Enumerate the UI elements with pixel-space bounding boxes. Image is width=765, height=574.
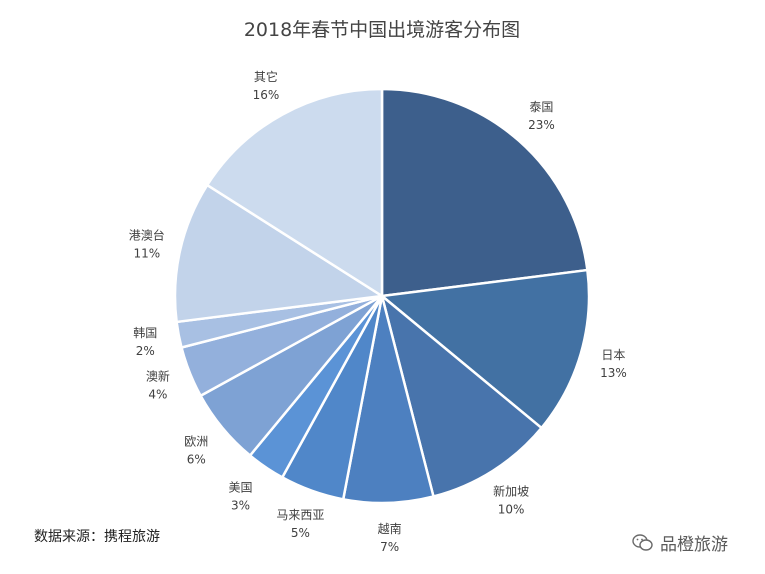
slice-category-label: 马来西亚: [276, 508, 324, 522]
watermark-text: 品橙旅游: [660, 535, 728, 555]
pie-slices: [173, 87, 591, 505]
slice-category-label: 韩国: [133, 325, 157, 340]
slice-value-label: 2%: [136, 344, 155, 358]
pie-slice: [173, 183, 384, 324]
pie-slice: [380, 87, 589, 298]
watermark: 品橙旅游: [632, 530, 728, 555]
slice-value-label: 6%: [187, 453, 206, 467]
slice-value-label: 3%: [231, 498, 250, 512]
slice-labels: 泰国 23% 日本 13% 新加坡 10% 越南 7% 马来西亚 5% 美国 3% 欧洲 6% 澳新 4% 韩国…: [129, 69, 627, 554]
slice-category-label: 泰国: [529, 100, 553, 114]
slice-category-label: 澳新: [146, 369, 170, 384]
chart-title: 2018年春节中国出境游客分布图: [244, 19, 520, 41]
slice-category-label: 其它: [254, 69, 278, 84]
wechat-icon: [632, 533, 653, 551]
slice-value-label: 5%: [291, 526, 310, 540]
slice-value-label: 23%: [528, 118, 555, 132]
slice-category-label: 越南: [378, 521, 402, 536]
slice-category-label: 日本: [601, 348, 625, 362]
slice-category-label: 港澳台: [129, 227, 165, 242]
slice-category-label: 欧洲: [184, 435, 208, 449]
slice-value-label: 10%: [498, 503, 525, 517]
slice-category-label: 美国: [228, 480, 252, 494]
slice-value-label: 4%: [148, 388, 167, 402]
data-source-note: 数据来源：携程旅游: [34, 529, 160, 545]
pie-slice: [380, 268, 591, 430]
slice-value-label: 7%: [380, 540, 399, 554]
slice-value-label: 16%: [253, 88, 280, 102]
slice-category-label: 新加坡: [493, 484, 529, 499]
pie-slice: [205, 87, 384, 298]
slice-value-label: 13%: [600, 366, 627, 380]
slice-value-label: 11%: [133, 246, 160, 260]
